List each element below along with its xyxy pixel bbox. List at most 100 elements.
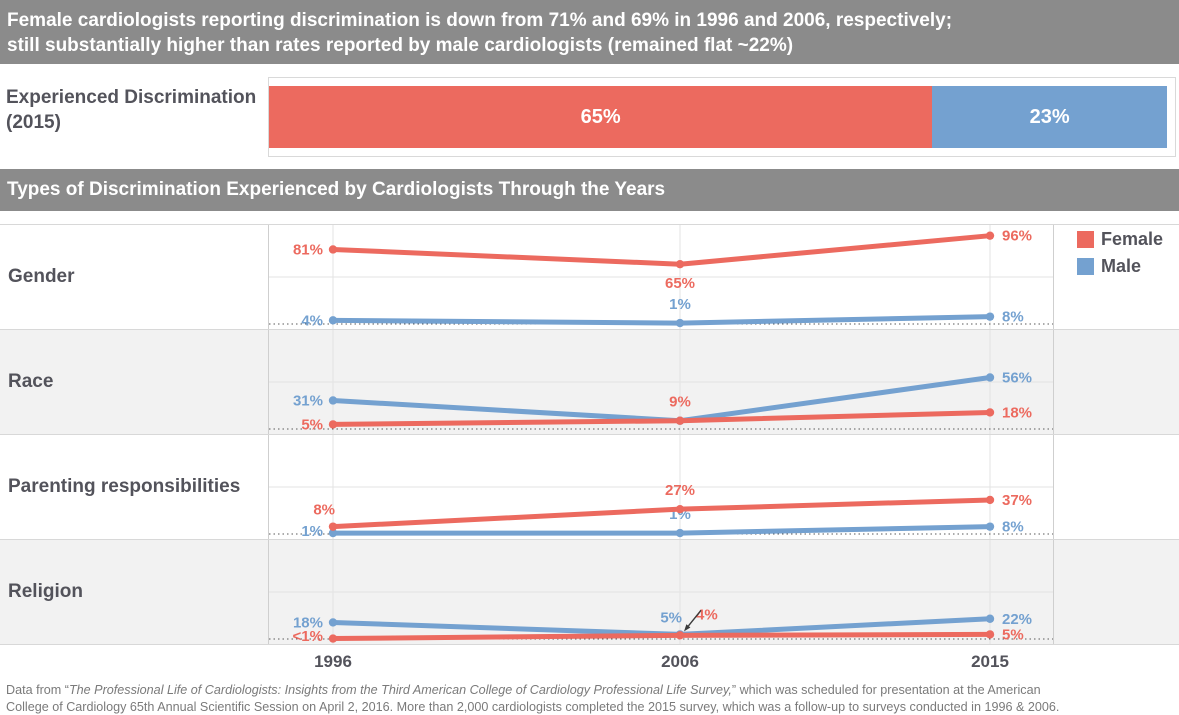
value-label: 4%	[301, 312, 323, 329]
gender-male-line	[330, 314, 993, 326]
value-label: 1%	[301, 523, 323, 539]
value-label: 31%	[293, 392, 323, 409]
headline-line-1: Female cardiologists reporting discrimin…	[7, 10, 953, 31]
chart-gender: 4% 1% 8% 81% 65% 96%	[269, 225, 1053, 329]
plot-parenting: 1% 1% 8% 8% 27% 37%	[268, 435, 1054, 539]
parenting-male-line	[330, 524, 993, 536]
annotation-arrow	[687, 609, 702, 627]
data-point	[985, 614, 995, 623]
source-prefix: Data from “	[6, 683, 69, 697]
value-label: 56%	[1002, 369, 1032, 386]
female-bar-value: 65%	[580, 105, 621, 128]
legend-item-female: Female	[1076, 229, 1163, 250]
stacked-bar-container: 65% 23%	[268, 77, 1176, 157]
value-label: 5%	[1002, 626, 1024, 643]
chart-row-gender: Gender 4% 1% 8% 81% 65% 96%	[0, 224, 1179, 329]
row-label-religion: Religion	[8, 581, 83, 602]
legend-label-male: Male	[1100, 256, 1141, 276]
experienced-discrimination-section: Experienced Discrimination (2015) 65% 23…	[0, 77, 1179, 157]
value-label: 9%	[669, 394, 691, 411]
chart-row-parenting: Parenting responsibilities 1% 1% 8% 8% 27% 37%	[0, 434, 1179, 539]
x-tick-1996: 1996	[314, 652, 352, 671]
value-label: 96%	[1002, 228, 1032, 245]
headline-bar: Female cardiologists reporting discrimin…	[0, 0, 1179, 64]
small-multiples: Gender 4% 1% 8% 81% 65% 96% Race 31% 56% 5% 9% 18% Pa…	[0, 224, 1179, 645]
data-point	[675, 631, 685, 640]
value-label: 22%	[1002, 611, 1032, 628]
data-point	[675, 260, 685, 269]
gender-female-line	[330, 233, 993, 267]
source-note: Data from “The Professional Life of Card…	[0, 679, 1179, 715]
religion-female-line	[330, 631, 993, 642]
value-label: 5%	[660, 609, 682, 626]
data-point	[675, 528, 685, 538]
data-point	[985, 630, 995, 639]
value-label: 37%	[1002, 492, 1032, 509]
source-title-italic: The Professional Life of Cardiologists: …	[68, 683, 732, 697]
bar-row-label: Experienced Discrimination (2015)	[0, 77, 268, 157]
section-header: Types of Discrimination Experienced by C…	[0, 169, 1179, 211]
value-label: 8%	[1002, 309, 1024, 326]
data-point	[328, 618, 338, 627]
chart-row-religion: Religion 18% 5% 22% <1% 4% 5%	[0, 539, 1179, 644]
value-label: 65%	[665, 275, 695, 292]
male-bar-value: 23%	[1029, 105, 1070, 128]
value-label: <1%	[293, 628, 323, 644]
data-point	[328, 528, 338, 538]
female-swatch-icon	[1076, 231, 1094, 248]
chart-religion: 18% 5% 22%<1%4%5%	[269, 540, 1053, 644]
data-point	[985, 522, 995, 531]
data-point	[985, 231, 995, 240]
parenting-female-line	[330, 497, 993, 530]
chart-row-race: Race 31% 56% 5% 9% 18%	[0, 329, 1179, 434]
value-label: 8%	[313, 502, 335, 519]
male-bar-segment: 23%	[932, 86, 1167, 148]
annotation-arrowhead	[684, 624, 691, 632]
data-point	[328, 634, 338, 643]
value-label: 4%	[696, 606, 718, 623]
plot-gender: 4% 1% 8% 81% 65% 96%	[268, 225, 1054, 329]
data-point	[328, 420, 338, 429]
data-point	[985, 373, 995, 382]
male-swatch-icon	[1076, 258, 1094, 275]
plot-religion: 18% 5% 22% <1% 4% 5%	[268, 540, 1054, 644]
bar-row-label-line1: Experienced Discrimination	[6, 87, 257, 108]
value-label: 18%	[293, 614, 323, 631]
stacked-bar: 65% 23%	[269, 86, 1167, 148]
data-point	[985, 312, 995, 321]
source-rest-line2: College of Cardiology 65th Annual Scient…	[6, 700, 1060, 714]
data-point	[675, 318, 685, 328]
data-point	[985, 495, 995, 505]
female-bar-segment: 65%	[269, 86, 933, 148]
data-point	[328, 245, 338, 254]
data-point	[985, 408, 995, 417]
value-label: 18%	[1002, 404, 1032, 421]
chart-race: 31% 56% 5% 9% 18%	[269, 330, 1053, 434]
row-label-parenting: Parenting responsibilities	[8, 476, 241, 497]
data-point	[675, 504, 685, 514]
data-point	[328, 522, 338, 531]
row-label-race: Race	[8, 371, 54, 392]
race-female-line	[330, 409, 993, 427]
value-label: 1%	[669, 296, 691, 313]
source-rest-line1: ” which was scheduled for presentation a…	[731, 683, 1041, 697]
chart-rows: Gender 4% 1% 8% 81% 65% 96% Race 31% 56% 5% 9% 18% Pa…	[0, 224, 1179, 644]
value-label: 81%	[293, 241, 323, 258]
x-tick-2015: 2015	[971, 652, 1009, 671]
value-label: 8%	[1002, 519, 1024, 536]
headline-line-2: still substantially higher than rates re…	[7, 35, 794, 56]
value-label: 5%	[301, 416, 323, 433]
bar-row-label-line2: (2015)	[6, 112, 61, 133]
legend: Female Male	[1076, 229, 1163, 283]
legend-item-male: Male	[1076, 256, 1163, 277]
data-point	[675, 416, 685, 425]
x-axis: 1996 2006 2015	[0, 645, 1179, 679]
legend-label-female: Female	[1100, 229, 1163, 249]
data-point	[328, 396, 338, 405]
row-label-gender: Gender	[8, 266, 75, 287]
x-tick-2006: 2006	[661, 652, 699, 671]
data-point	[328, 316, 338, 325]
value-label: 27%	[665, 482, 695, 499]
chart-parenting: 1%1%8%8%27%37%	[269, 435, 1053, 539]
